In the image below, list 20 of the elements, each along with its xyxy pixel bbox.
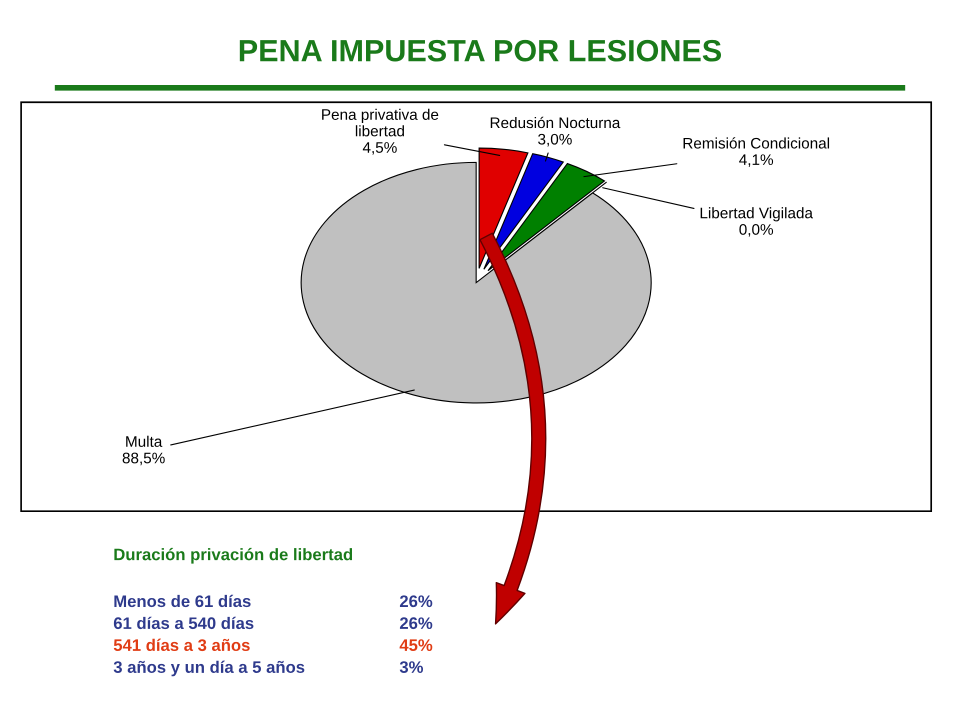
text: 3% — [400, 661, 424, 674]
text: 26% — [400, 617, 432, 630]
text: 0,0% — [739, 224, 774, 237]
category-label: Libertad Vigilada — [700, 207, 813, 222]
data-label: 4,5% — [362, 142, 397, 155]
chart-title: PENA IMPUESTA POR LESIONES — [240, 40, 722, 62]
slice-label: Remisión Condicional — [684, 137, 830, 149]
text: 541 días a 3 años — [114, 638, 250, 652]
data-label: 88,5% — [122, 452, 165, 466]
data-label: 4,1% — [739, 154, 774, 167]
text: 3 años y un día a 5 años — [114, 660, 304, 676]
text: 45% — [400, 639, 432, 652]
text: 61 días a 540 días — [114, 616, 254, 630]
slice-label: Pena privativa de libertad — [322, 108, 438, 136]
text: Menos de 61 días — [114, 594, 251, 608]
slice-label: Redusión Nocturna — [490, 116, 620, 128]
slice-label: Multa — [126, 436, 162, 447]
text: 26% — [400, 595, 432, 608]
text: Duración privación de libertad — [114, 548, 352, 564]
data-label: 3,0% — [538, 134, 572, 146]
